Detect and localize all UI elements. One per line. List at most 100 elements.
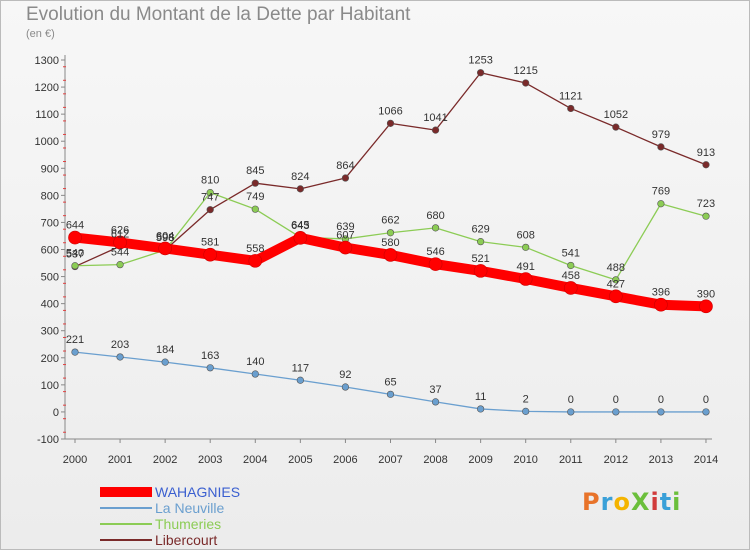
data-label: 558 bbox=[246, 243, 264, 255]
y-tick-label: -100 bbox=[37, 434, 59, 446]
data-label: 544 bbox=[111, 247, 129, 259]
logo-letter: P bbox=[582, 488, 601, 516]
y-tick-label: 700 bbox=[41, 217, 59, 229]
data-label: 580 bbox=[381, 237, 399, 249]
data-point bbox=[567, 408, 575, 416]
data-label: 163 bbox=[201, 350, 219, 362]
data-label: 537 bbox=[66, 249, 84, 261]
data-label: 540 bbox=[66, 248, 84, 260]
logo-letter: X bbox=[630, 488, 651, 516]
data-point bbox=[702, 212, 710, 220]
data-label: 427 bbox=[607, 278, 625, 290]
data-label: 662 bbox=[381, 215, 399, 227]
y-tick-label: 200 bbox=[41, 353, 59, 365]
data-point bbox=[431, 126, 440, 134]
data-point bbox=[612, 408, 620, 416]
logo-letter: i bbox=[650, 488, 660, 516]
data-point bbox=[251, 205, 259, 213]
chart-title: Evolution du Montant de la Dette par Hab… bbox=[26, 4, 411, 25]
unit-label: (en €) bbox=[26, 28, 55, 40]
data-point bbox=[71, 262, 79, 270]
data-point bbox=[386, 390, 395, 398]
data-label: 488 bbox=[607, 262, 625, 274]
data-point bbox=[702, 408, 710, 416]
data-point bbox=[113, 235, 127, 250]
data-point bbox=[71, 348, 79, 356]
legend-item: Libercourt bbox=[100, 532, 240, 548]
data-label: 1066 bbox=[378, 105, 402, 117]
data-point bbox=[206, 364, 214, 372]
data-label: 541 bbox=[562, 247, 580, 259]
data-point bbox=[158, 241, 172, 256]
data-point bbox=[428, 257, 443, 271]
data-point bbox=[522, 407, 530, 415]
data-label: 723 bbox=[697, 198, 715, 210]
y-tick-label: 500 bbox=[41, 272, 59, 284]
legend-swatch bbox=[100, 539, 152, 541]
data-label: 11 bbox=[475, 391, 486, 403]
data-point bbox=[431, 398, 440, 406]
legend-item: WAHAGNIES bbox=[100, 484, 240, 500]
data-label: 643 bbox=[291, 220, 309, 232]
data-label: 581 bbox=[201, 237, 219, 249]
data-label: 979 bbox=[652, 129, 670, 141]
data-point bbox=[477, 238, 485, 246]
data-point bbox=[386, 229, 395, 237]
data-point bbox=[567, 261, 575, 270]
data-label: 65 bbox=[384, 376, 396, 388]
x-tick-label: 2006 bbox=[333, 454, 357, 466]
data-point bbox=[477, 69, 485, 77]
data-point bbox=[473, 264, 488, 278]
data-point bbox=[296, 376, 304, 384]
legend: WAHAGNIES La Neuville Thumeries Libercourt bbox=[100, 484, 240, 548]
data-label: 598 bbox=[156, 232, 174, 244]
data-label: 491 bbox=[517, 261, 535, 273]
legend-swatch bbox=[100, 507, 152, 509]
data-label: 396 bbox=[652, 287, 670, 299]
data-label: 645 bbox=[291, 219, 309, 231]
data-point bbox=[518, 272, 533, 286]
proxiti-logo: ProXiti bbox=[582, 488, 681, 516]
x-tick-label: 2012 bbox=[604, 454, 628, 466]
legend-swatch bbox=[100, 523, 152, 525]
data-label: 824 bbox=[291, 171, 309, 183]
legend-label: Libercourt bbox=[155, 532, 218, 548]
y-tick-label: 0 bbox=[53, 407, 59, 419]
data-label: 221 bbox=[66, 334, 84, 346]
x-tick-label: 2010 bbox=[513, 454, 537, 466]
x-tick-label: 2002 bbox=[153, 454, 177, 466]
data-point bbox=[116, 261, 124, 269]
data-label: 117 bbox=[292, 362, 310, 374]
data-label: 810 bbox=[201, 175, 219, 187]
legend-label: WAHAGNIES bbox=[155, 484, 241, 500]
data-label: 629 bbox=[471, 224, 489, 236]
data-point bbox=[251, 179, 259, 187]
data-label: 680 bbox=[426, 210, 444, 222]
legend-label: Thumeries bbox=[155, 516, 222, 532]
data-label: 769 bbox=[652, 186, 670, 198]
data-label: 604 bbox=[156, 230, 174, 242]
data-label: 390 bbox=[697, 288, 715, 300]
data-point bbox=[612, 123, 620, 131]
data-point bbox=[248, 254, 263, 268]
y-tick-label: 1000 bbox=[35, 136, 59, 148]
data-label: 612 bbox=[111, 228, 129, 240]
data-label: 0 bbox=[703, 394, 709, 406]
data-label: 1041 bbox=[423, 112, 447, 124]
x-tick-label: 2008 bbox=[423, 454, 447, 466]
x-tick-label: 2000 bbox=[63, 454, 87, 466]
data-point bbox=[699, 299, 713, 314]
y-tick-label: 1200 bbox=[35, 82, 59, 94]
data-point bbox=[702, 161, 710, 169]
data-label: 747 bbox=[201, 192, 219, 204]
data-label: 644 bbox=[66, 220, 84, 232]
logo-letter: r bbox=[600, 488, 614, 516]
data-label: 607 bbox=[336, 230, 354, 242]
data-label: 2 bbox=[523, 393, 529, 405]
data-point bbox=[657, 408, 665, 416]
data-point bbox=[206, 206, 214, 214]
data-label: 1253 bbox=[468, 55, 492, 67]
data-label: 0 bbox=[658, 394, 664, 406]
data-point bbox=[477, 405, 485, 413]
y-tick-label: 600 bbox=[41, 245, 59, 257]
